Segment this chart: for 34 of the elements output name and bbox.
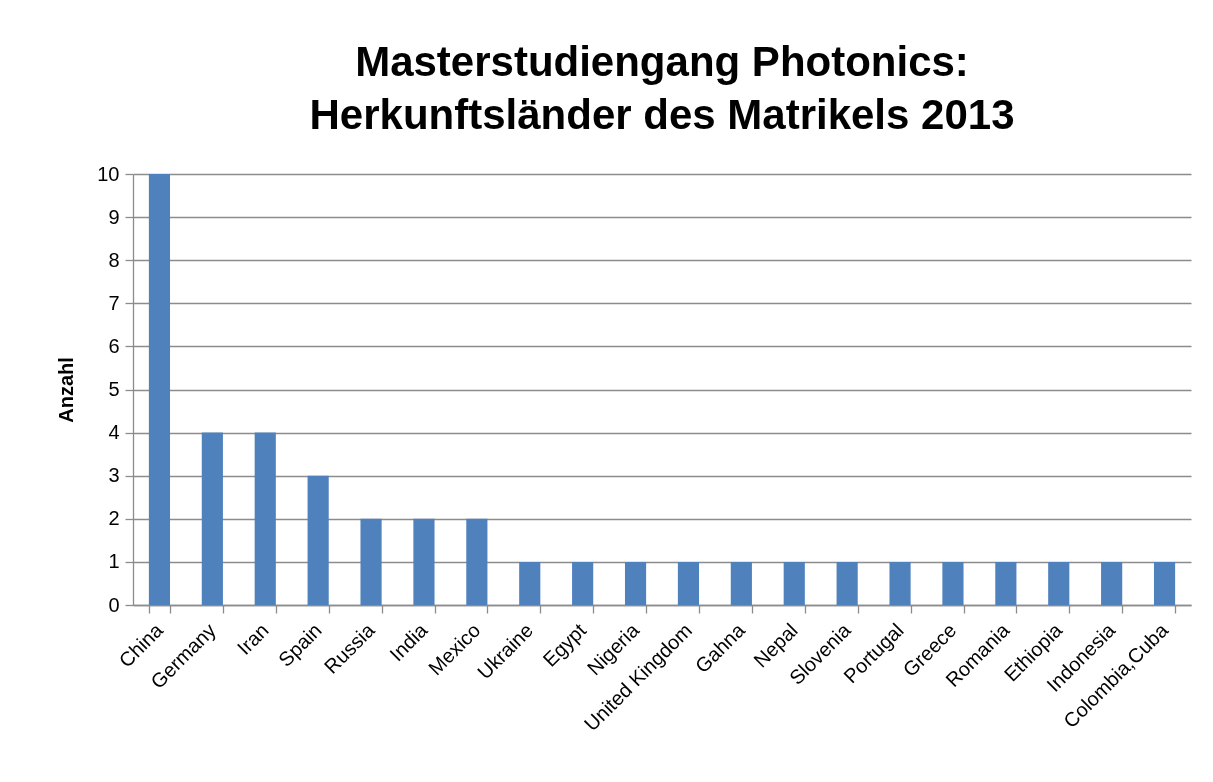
bar xyxy=(307,475,329,605)
bar xyxy=(466,518,488,605)
bar xyxy=(1153,561,1176,605)
bar xyxy=(836,561,858,605)
y-tick-label: 9 xyxy=(108,205,120,228)
bar xyxy=(572,561,594,605)
y-axis-title: Anzahl xyxy=(55,357,78,423)
bar xyxy=(1101,561,1123,605)
bar xyxy=(413,518,435,605)
bar xyxy=(360,518,382,605)
y-tick-label: 3 xyxy=(108,464,120,487)
bar xyxy=(783,561,805,605)
y-tick-label: 6 xyxy=(108,334,120,357)
y-tick-label: 5 xyxy=(108,378,120,400)
chart-title: Masterstudiengang Photonics: Herkunftsländer des Matrikels 2013 xyxy=(309,38,1015,138)
y-tick-label: 1 xyxy=(108,550,120,573)
bar xyxy=(624,561,647,605)
bar xyxy=(1048,561,1070,605)
x-tick-label: Iran xyxy=(232,619,273,659)
bar xyxy=(889,561,911,605)
bar xyxy=(730,561,752,605)
y-tick-label: 0 xyxy=(108,593,120,616)
y-tick-label: 2 xyxy=(108,507,120,530)
bar xyxy=(942,561,964,605)
bar xyxy=(995,561,1017,605)
y-tick-label: 7 xyxy=(108,291,120,314)
bar xyxy=(254,432,276,605)
bar xyxy=(677,561,700,605)
bar xyxy=(201,432,223,605)
bar xyxy=(148,174,171,605)
bar xyxy=(519,561,541,605)
y-tick-label: 10 xyxy=(97,162,120,185)
y-tick-label: 8 xyxy=(108,248,120,271)
y-tick-label: 4 xyxy=(108,421,120,444)
